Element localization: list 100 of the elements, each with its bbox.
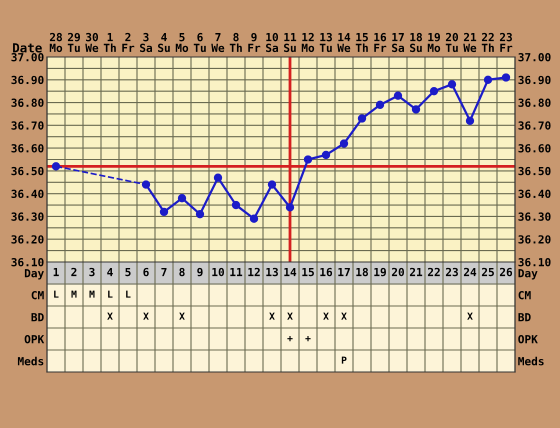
x-tick-label: 3 Sa (140, 32, 152, 52)
y-tick-label: 37.00 (11, 52, 44, 62)
x-tick-label: 5 (125, 268, 131, 276)
point (286, 203, 294, 212)
y2-tick-label: 36.50 (518, 166, 551, 176)
text: Day (518, 269, 538, 280)
x-tick-label: 14 We (337, 33, 350, 52)
x-tick-label: 11 Su (284, 33, 296, 52)
text: X (107, 312, 113, 320)
y2-tick-label: 36.30 (518, 212, 551, 221)
x-axis-title: Day (24, 269, 44, 280)
point (268, 180, 276, 189)
x-axis-title: Date (13, 43, 42, 53)
y-tick-label: Meds (18, 356, 44, 366)
x-tick-label: 6 (143, 268, 149, 276)
y-tick-label: 36.60 (11, 144, 44, 152)
x-tick-label: 26 (500, 268, 512, 276)
point (484, 76, 492, 84)
point (304, 155, 312, 164)
x-tick-label: 19 (374, 268, 386, 276)
x-tick-label: 7 We (211, 33, 224, 52)
x-tick-label: 30 We (85, 32, 98, 52)
text: L (108, 290, 113, 298)
x-tick-label: 20 Tu (446, 32, 458, 52)
y2-tick-label: Meds (518, 356, 544, 366)
x-tick-label: 29 Tu (68, 32, 80, 52)
y2-tick-label: 36.10 (518, 258, 551, 266)
x-tick-label: 28 Mo (50, 32, 62, 52)
point (142, 180, 150, 189)
x-tick-label: 21 We (463, 32, 476, 52)
x-tick-label: 18 Su (410, 32, 422, 52)
text: X (179, 312, 185, 320)
x-tick-label: 6 Tu (194, 32, 206, 52)
y-tick-label: 36.40 (11, 190, 44, 198)
x-tick-label: 23 (446, 268, 458, 276)
y2-tick-label: 36.40 (518, 190, 551, 198)
y2-tick-label: 36.60 (518, 144, 551, 152)
x-tick-label: 15 (302, 268, 314, 276)
text: X (323, 312, 329, 320)
x-tick-label: 16 (320, 268, 332, 276)
text: X (467, 312, 473, 320)
point (502, 73, 510, 82)
y-tick-label: 36.10 (11, 258, 44, 266)
point (214, 174, 222, 182)
x-tick-label: 2 (71, 268, 76, 276)
x-tick-label: 18 (356, 268, 368, 276)
x-tick-label: 19 Mo (428, 32, 440, 52)
point (160, 208, 168, 216)
point (232, 200, 240, 210)
x-tick-label: 17 (338, 268, 350, 276)
x-tick-label: 22 Th (482, 32, 494, 52)
x-tick-label: 4 Su (158, 33, 170, 52)
x-tick-label: 21 (410, 268, 422, 276)
point (376, 100, 384, 109)
x-tick-label: 10 (212, 268, 224, 276)
point (196, 210, 204, 218)
y2-tick-label: BD (518, 313, 531, 322)
y2-tick-label: OPK (518, 334, 538, 344)
x-tick-label: 25 (482, 268, 494, 276)
x-tick-label: 12 Mo (302, 32, 314, 52)
x-tick-label: 3 (89, 268, 95, 276)
x-tick-label: 20 (392, 268, 404, 276)
x-tick-label: 1 (54, 268, 59, 276)
y-tick-label: 36.30 (11, 212, 44, 221)
y-tick-label: CM (32, 290, 44, 300)
text: X (287, 312, 293, 320)
x-tick-label: 8 Th (230, 32, 242, 52)
x-tick-label: 9 (197, 268, 203, 276)
text: X (341, 312, 347, 320)
x-tick-label: 1 Th (104, 33, 116, 52)
text: X (143, 312, 149, 320)
y-tick-label: OPK (24, 334, 44, 344)
x-tick-label: 16 Fr (374, 32, 386, 52)
y2-tick-label: 36.80 (518, 98, 551, 107)
text: P (342, 356, 347, 364)
point (394, 92, 402, 100)
point (322, 150, 330, 160)
point (178, 194, 186, 202)
x-tick-label: 11 (230, 268, 242, 276)
y2-tick-label: 37.00 (518, 52, 551, 62)
text: M (71, 290, 77, 298)
point (340, 139, 348, 148)
y2-tick-label: 36.20 (518, 235, 551, 244)
x-tick-label: 4 (107, 268, 113, 276)
y-tick-label: BD (32, 313, 44, 322)
point (52, 162, 60, 170)
point (448, 80, 456, 88)
x-tick-label: 23 Fr (500, 32, 512, 52)
text: + (305, 336, 311, 342)
x-tick-label: 7 (161, 268, 167, 276)
x-tick-label: 22 (428, 268, 440, 276)
x-tick-label: 13 (266, 268, 278, 276)
y-tick-label: 36.50 (11, 166, 44, 176)
x-tick-label: 24 (464, 268, 476, 276)
y2-tick-label: 36.70 (518, 121, 551, 130)
text: M (89, 290, 95, 298)
point (466, 116, 474, 125)
x-tick-label: 12 (248, 268, 260, 276)
x-tick-label: 14 (284, 268, 296, 276)
x-tick-label: 2 Fr (122, 32, 134, 52)
